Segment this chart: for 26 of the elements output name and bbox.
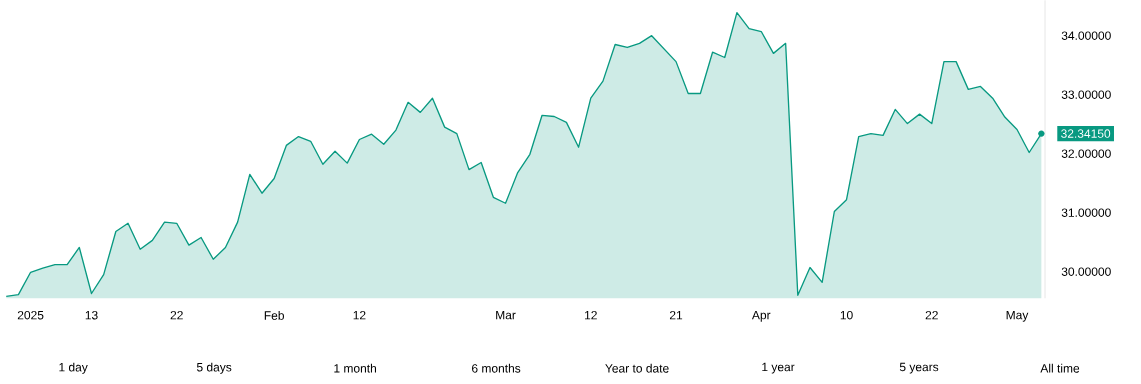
text: All time	[1040, 363, 1080, 373]
x-tick-label: 13	[85, 310, 98, 320]
x-tick-label: 12	[353, 310, 366, 320]
text: Year to date	[605, 363, 669, 373]
y-tick-label: 33.00000	[1061, 90, 1111, 99]
x-tick-label: 21	[669, 310, 683, 320]
text: 5 years	[899, 362, 939, 374]
y-tick-label: 30.00000	[1061, 267, 1111, 276]
x-tick-label: Feb	[264, 310, 284, 320]
text: 1 day	[59, 362, 88, 374]
text: 5 days	[196, 362, 232, 374]
x-tick-label: 2025	[17, 310, 44, 320]
x-tick-label: 22	[925, 310, 938, 320]
text: 1 month	[334, 363, 376, 373]
y-tick-label: 31.00000	[1061, 208, 1111, 217]
y-tick-label: 34.00000	[1061, 31, 1111, 40]
x-tick-label: Apr	[751, 310, 771, 322]
text: 1 year	[762, 362, 795, 374]
x-tick-label: May	[1006, 310, 1029, 322]
x-tick-label: 22	[170, 310, 183, 320]
x-tick-label: Mar	[496, 310, 516, 320]
text: 32.34150	[1061, 129, 1111, 138]
y-tick-label: 32.00000	[1061, 149, 1111, 158]
x-tick-label: 10	[840, 310, 853, 320]
text: 6 months	[472, 363, 521, 373]
x-tick-label: 12	[585, 310, 597, 320]
